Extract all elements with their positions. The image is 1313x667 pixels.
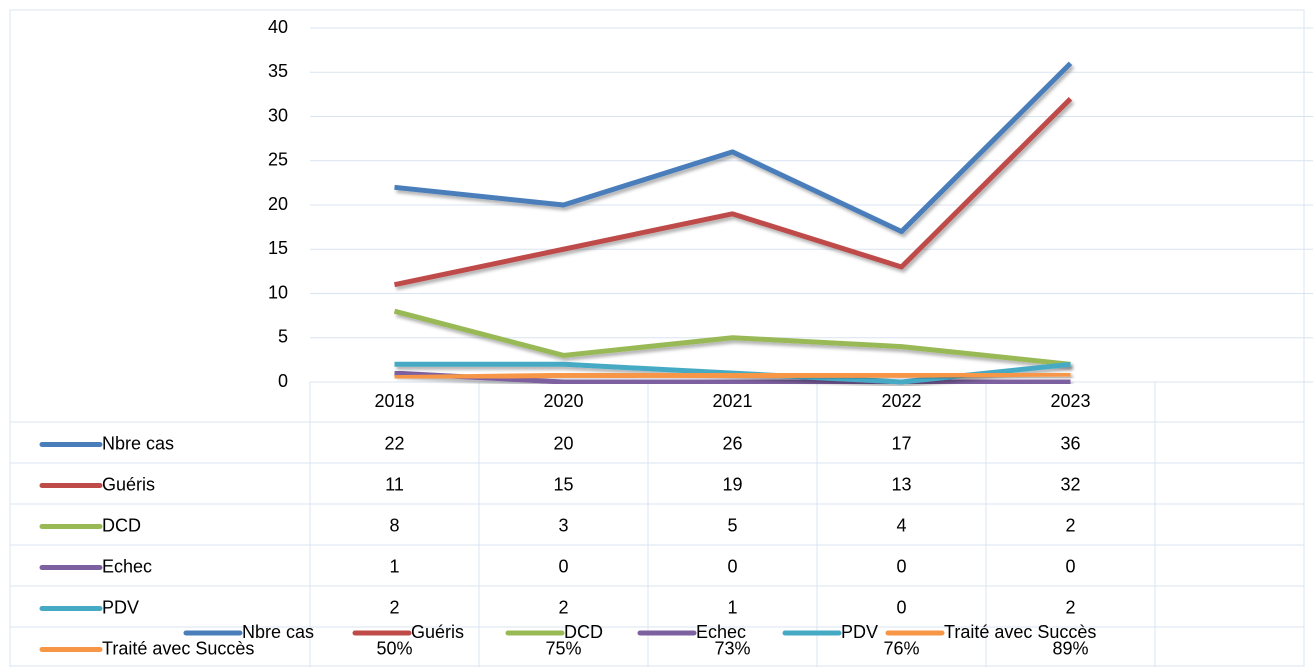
- table-cell: 5: [727, 515, 737, 535]
- table-cell: 1: [727, 597, 737, 617]
- x-tick-label: 2022: [881, 391, 921, 411]
- x-tick-label: 2021: [712, 391, 752, 411]
- table-cell: 2: [1065, 515, 1075, 535]
- table-cell: 26: [722, 433, 742, 453]
- table-cell: 22: [384, 433, 404, 453]
- table-cell: 1: [389, 556, 399, 576]
- row-label: Nbre cas: [102, 433, 174, 453]
- table-cell: 0: [896, 556, 906, 576]
- table-cell: 20: [553, 433, 573, 453]
- table-cell: 89%: [1052, 638, 1088, 658]
- table-cell: 2: [1065, 597, 1075, 617]
- table-cell: 2: [558, 597, 568, 617]
- table-cell: 19: [722, 474, 742, 494]
- legend-label: Guéris: [411, 622, 464, 642]
- table-cell: 0: [558, 556, 568, 576]
- legend-label: DCD: [564, 622, 603, 642]
- table-cell: 76%: [883, 638, 919, 658]
- table-cell: 73%: [714, 638, 750, 658]
- y-tick-label: 25: [268, 150, 288, 170]
- table-cell: 36: [1060, 433, 1080, 453]
- table-cell: 11: [385, 474, 404, 494]
- y-tick-label: 40: [268, 17, 288, 37]
- table-cell: 2: [389, 597, 399, 617]
- y-tick-label: 30: [268, 105, 288, 125]
- table-cell: 15: [553, 474, 573, 494]
- table-cell: 75%: [545, 638, 581, 658]
- series-line: [394, 61, 1073, 235]
- series-line: [393, 308, 1071, 367]
- table-cell: 0: [727, 556, 737, 576]
- y-tick-label: 20: [268, 194, 288, 214]
- y-tick-label: 10: [268, 282, 288, 302]
- row-label: Echec: [102, 556, 152, 576]
- table-cell: 4: [896, 515, 906, 535]
- table-cell: 0: [1065, 556, 1075, 576]
- series-line: [393, 97, 1073, 288]
- x-tick-label: 2023: [1050, 391, 1090, 411]
- legend-label: PDV: [841, 622, 878, 642]
- table-cell: 50%: [376, 638, 412, 658]
- x-tick-label: 2020: [543, 391, 583, 411]
- table-cell: 0: [896, 597, 906, 617]
- y-tick-label: 5: [278, 327, 288, 347]
- series-line: [394, 370, 1071, 385]
- y-tick-label: 0: [278, 371, 288, 391]
- row-label: PDV: [102, 597, 139, 617]
- y-tick-label: 35: [268, 61, 288, 81]
- series-line: [394, 371, 1071, 381]
- table-cell: 17: [891, 433, 911, 453]
- x-tick-label: 2018: [374, 391, 414, 411]
- table-cell: 8: [389, 515, 399, 535]
- table-cell: 32: [1060, 474, 1080, 494]
- row-label: Traité avec Succès: [102, 638, 254, 658]
- table-cell: 3: [558, 515, 568, 535]
- legend-label: Nbre cas: [242, 622, 314, 642]
- table-cell: 13: [891, 474, 911, 494]
- y-tick-label: 15: [268, 238, 288, 258]
- legend-label: Echec: [696, 622, 746, 642]
- row-label: DCD: [102, 515, 141, 535]
- row-label: Guéris: [102, 474, 155, 494]
- legend-label: Traité avec Succès: [944, 622, 1096, 642]
